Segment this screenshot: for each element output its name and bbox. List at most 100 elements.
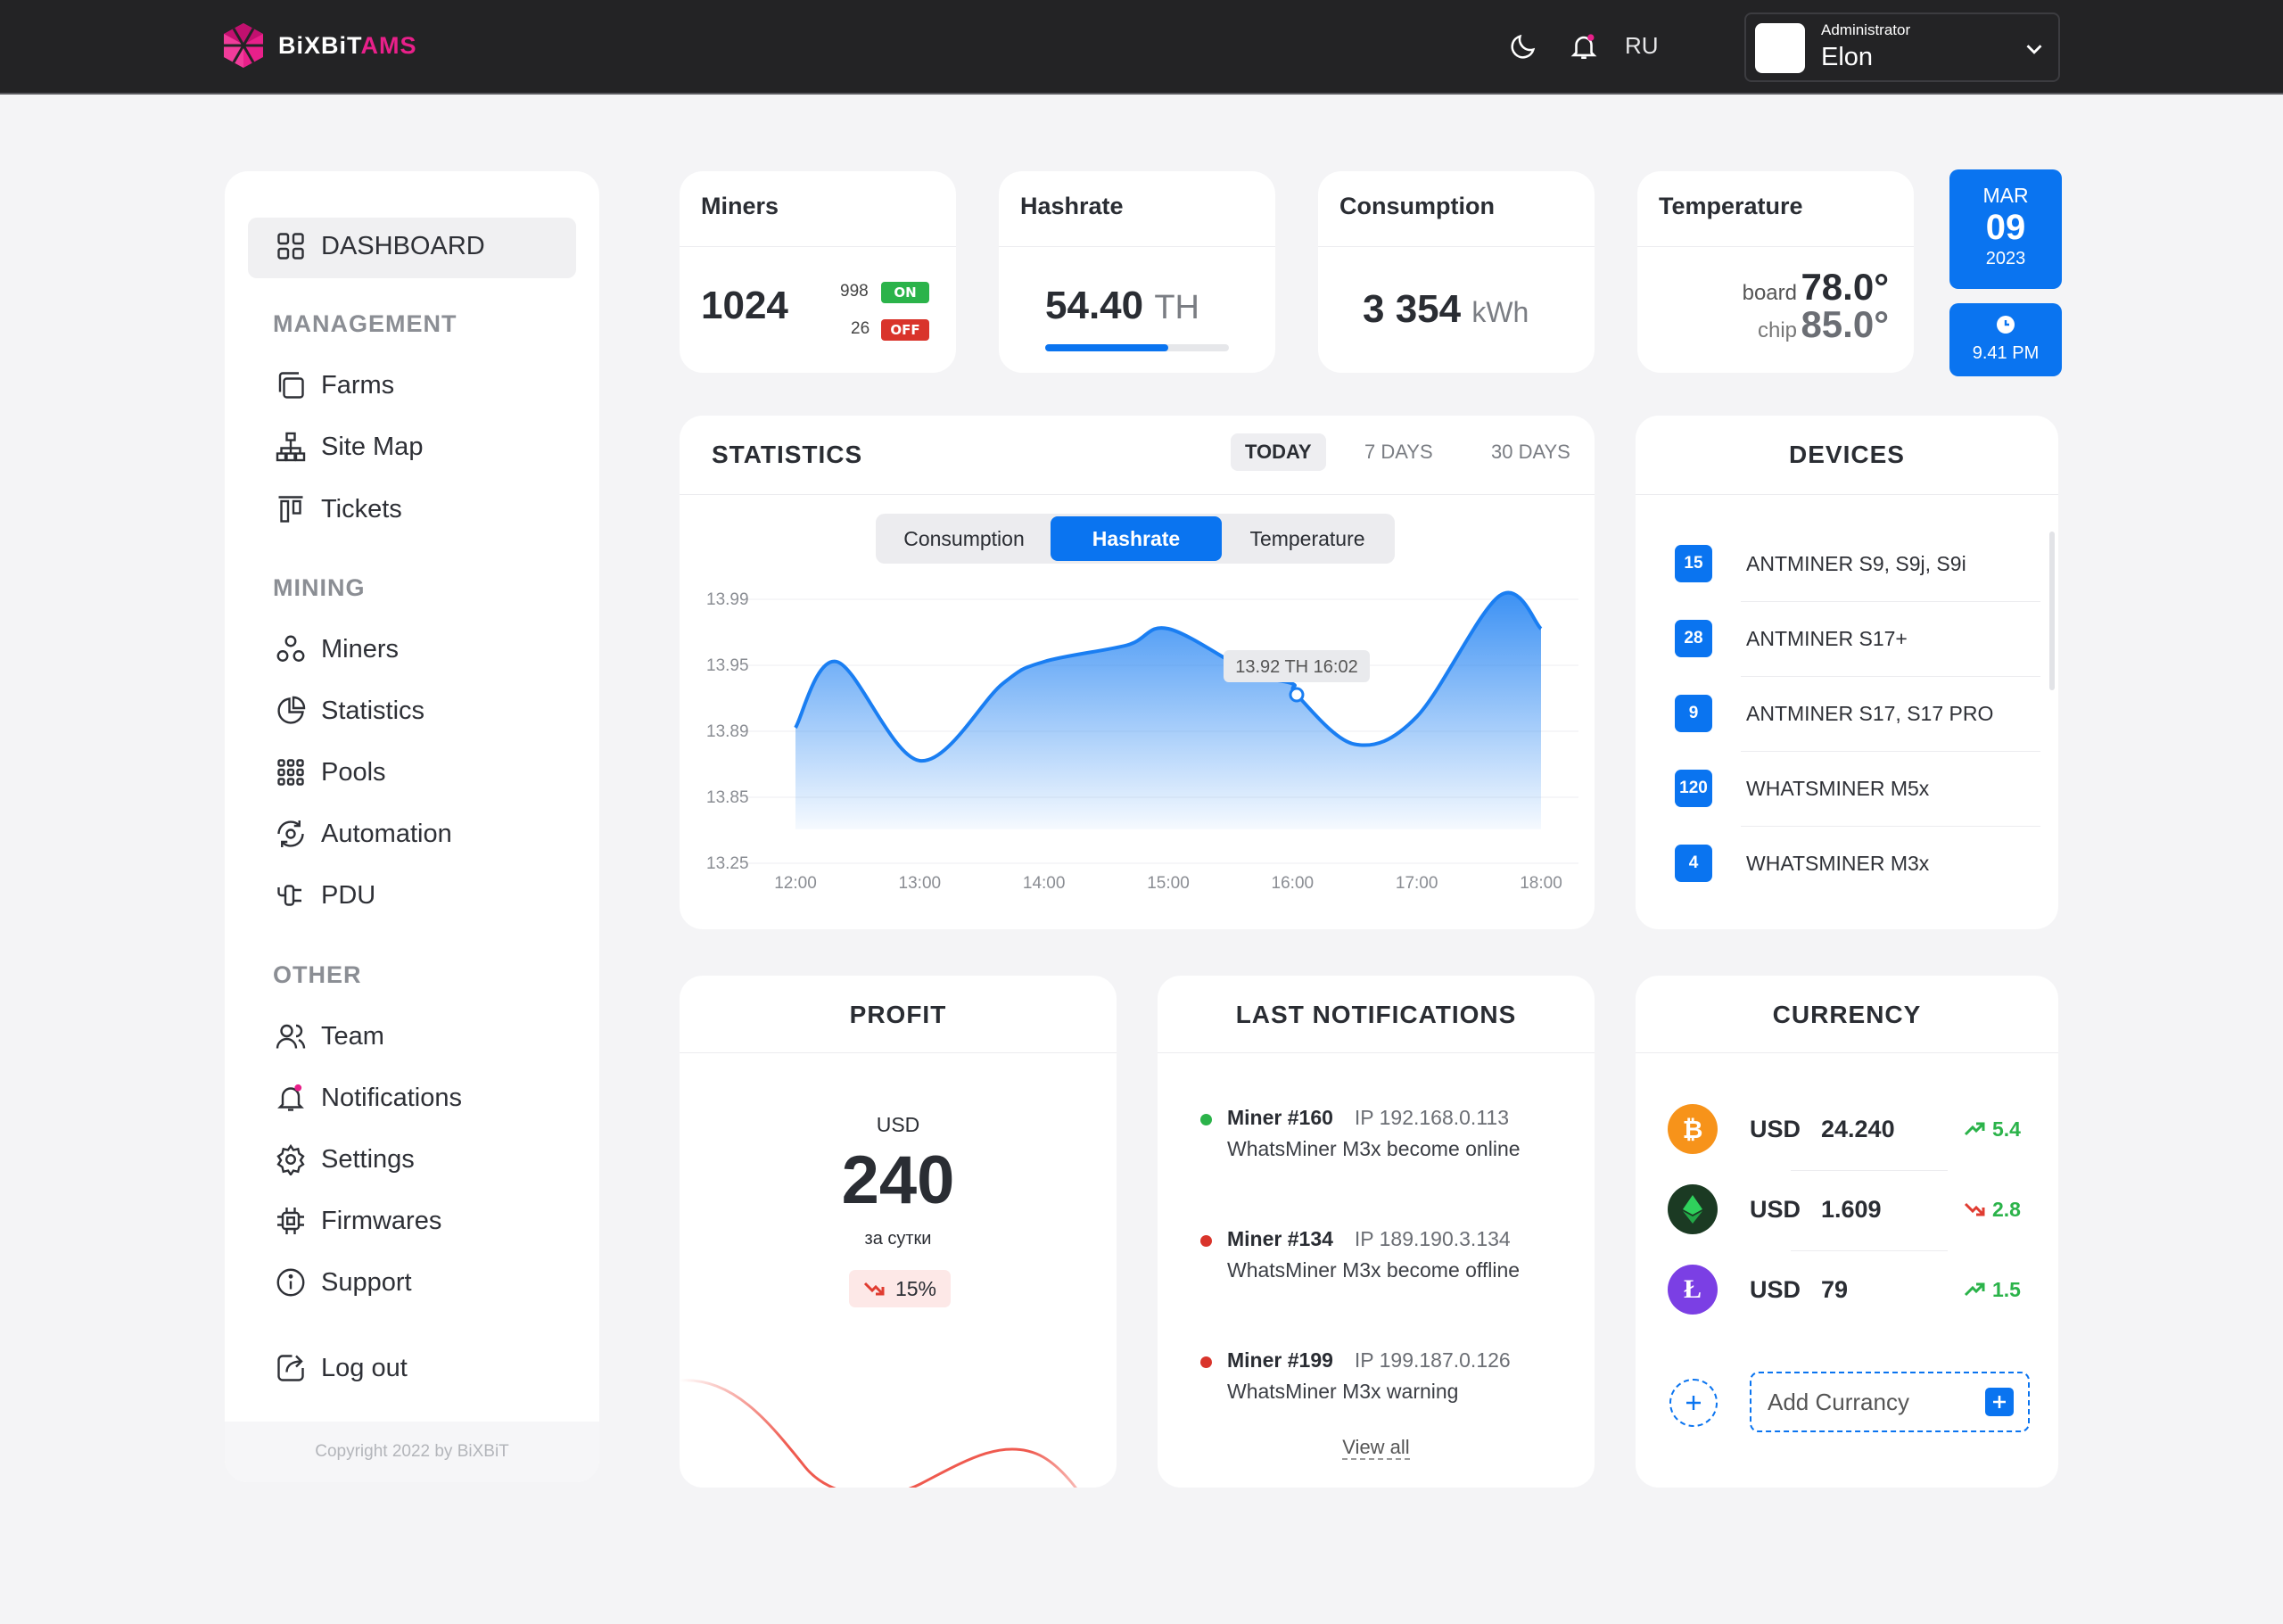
notification-item[interactable]: Miner #199 IP 199.187.0.126 WhatsMiner M3…: [1200, 1348, 1511, 1404]
sidebar-item-tickets[interactable]: Tickets: [275, 493, 402, 525]
metric-consumption[interactable]: Consumption: [903, 527, 1025, 550]
currency-change-value: 2.8: [1992, 1197, 2021, 1221]
sidebar-item-notifications[interactable]: Notifications: [275, 1082, 462, 1114]
tooltip-box: [1223, 650, 1370, 682]
chart-point[interactable]: [792, 724, 799, 731]
status-dot: [1200, 1235, 1212, 1247]
hashrate-chart[interactable]: 13.99 13.95 13.89 13.85 13.25 12:00 13:00 14:00…: [680, 416, 1595, 929]
currency-row[interactable]: USD 1.609 2.8: [1668, 1183, 2042, 1236]
temperature-card[interactable]: Temperature board 78.0° chip 85.0°: [1637, 171, 1914, 373]
litecoin-icon: Ł: [1668, 1265, 1718, 1315]
divider: [1636, 494, 2058, 495]
sidebar-item-label: Farms: [321, 370, 395, 400]
brand-logo[interactable]: BiXBiTAMS: [219, 21, 417, 70]
notification-item[interactable]: Miner #160 IP 192.168.0.113 WhatsMiner M3…: [1200, 1106, 1521, 1161]
device-name: WHATSMINER M5x: [1746, 776, 1930, 800]
sidebar-item-dashboard-content[interactable]: DASHBOARD: [275, 230, 485, 262]
divider: [1791, 1250, 1948, 1251]
tab-today[interactable]: TODAY: [1231, 433, 1326, 471]
sidebar-item-pdu[interactable]: PDU: [275, 879, 375, 911]
notification-message: WhatsMiner M3x become offline: [1227, 1258, 1521, 1282]
sidebar-item-dashboard[interactable]: [248, 218, 576, 278]
bell-icon: [1570, 34, 1597, 60]
currency-row[interactable]: ₿ USD 24.240 5.4: [1668, 1102, 2042, 1156]
list-item[interactable]: 120 WHATSMINER M5x: [1675, 751, 2040, 826]
chart-point[interactable]: [1496, 592, 1504, 599]
notification-message: WhatsMiner M3x warning: [1227, 1380, 1459, 1403]
profit-change-badge: 15%: [849, 1270, 951, 1307]
device-name: ANTMINER S17+: [1746, 626, 1908, 650]
top-bar: BiXBiTAMS RU Administrator Elon: [0, 0, 2283, 95]
sidebar-item-miners[interactable]: Miners: [275, 633, 399, 665]
miners-card[interactable]: Miners 1024 998 ON 26 OFF: [680, 171, 956, 373]
list-item[interactable]: 4 WHATSMINER M3x: [1675, 826, 2040, 901]
y-tick-label: 13.89: [706, 722, 749, 741]
currency-value: 24.240: [1821, 1115, 1895, 1142]
sidebar-item-label: Miners: [321, 634, 400, 664]
sidebar-item-pools[interactable]: Pools: [275, 756, 386, 788]
user-menu[interactable]: Administrator Elon: [1744, 12, 2060, 82]
sidebar-item-farms[interactable]: Farms: [275, 369, 394, 401]
metric-hashrate[interactable]: Hashrate: [1051, 516, 1222, 561]
list-item[interactable]: 15 ANTMINER S9, S9j, S9i: [1675, 526, 2040, 601]
consumption-card[interactable]: Consumption 3 354 kWh: [1318, 171, 1595, 373]
device-name: WHATSMINER M3x: [1746, 851, 1930, 875]
currency-row[interactable]: Ł USD 79 1.5: [1668, 1263, 2042, 1316]
chart-point[interactable]: [1537, 625, 1545, 632]
chart-point[interactable]: [1413, 713, 1421, 721]
sidebar-item-logout[interactable]: Log out: [275, 1352, 408, 1384]
metric-switch: Consumption Hashrate Temperature: [876, 514, 1395, 564]
sidebar-item-label: Pools: [321, 757, 386, 787]
sidebar-item-automation[interactable]: Automation: [275, 818, 452, 850]
chart-point[interactable]: [916, 757, 923, 764]
y-tick-label: 13.25: [706, 854, 749, 873]
view-all-link[interactable]: View all: [1342, 1436, 1410, 1460]
notification-item[interactable]: Miner #134 IP 189.190.3.134 WhatsMiner M3…: [1200, 1227, 1521, 1282]
sidebar-item-support[interactable]: Support: [275, 1266, 412, 1298]
metric-temperature[interactable]: Temperature: [1249, 527, 1365, 550]
sidebar-item-team[interactable]: Team: [275, 1020, 384, 1052]
sidebar-item-firmwares[interactable]: Firmwares: [275, 1205, 441, 1237]
chart-point[interactable]: [1165, 625, 1172, 632]
add-currency-round-button[interactable]: [1669, 1379, 1718, 1427]
chart-point[interactable]: [999, 680, 1006, 688]
sidebar: DASHBOARD MANAGEMENT Farms Site Map Tick…: [225, 171, 599, 1482]
tab-30-days[interactable]: 30 DAYS: [1491, 441, 1570, 463]
currency-change-value: 1.5: [1992, 1277, 2021, 1301]
hashrate-number: 54.40: [1045, 284, 1144, 327]
notifications-button[interactable]: [1566, 29, 1602, 64]
sidebar-item-label: Tickets: [321, 494, 402, 523]
chart-point[interactable]: [1041, 658, 1048, 665]
avatar: [1755, 23, 1805, 73]
add-currency-button[interactable]: Add Currancy: [1750, 1372, 2030, 1432]
sidebar-item-site-map[interactable]: Site Map: [275, 431, 423, 463]
sidebar-item-settings[interactable]: Settings: [275, 1143, 415, 1175]
divider: [1741, 676, 2040, 677]
scrollbar[interactable]: [2049, 532, 2055, 690]
divider: [1158, 1052, 1595, 1053]
hashrate-card[interactable]: Hashrate 54.40 TH: [999, 171, 1275, 373]
time-widget: 9.41 PM: [1949, 303, 2062, 376]
chart-point[interactable]: [1124, 642, 1131, 649]
card-title: Miners: [701, 193, 779, 219]
language-switch[interactable]: RU: [1625, 32, 1659, 59]
chart-point[interactable]: [1351, 741, 1358, 748]
divider: [1791, 1170, 1948, 1171]
sidebar-item-statistics[interactable]: Statistics: [275, 695, 424, 727]
list-item[interactable]: 9 ANTMINER S17, S17 PRO: [1675, 676, 2040, 751]
x-tick-label: 13:00: [899, 874, 942, 893]
chart-point[interactable]: [833, 658, 840, 665]
notification-miner: Miner #160: [1227, 1106, 1333, 1129]
card-title: Hashrate: [1020, 193, 1124, 219]
team-icon: [276, 1024, 306, 1049]
profit-period: за сутки: [864, 1229, 932, 1249]
list-item[interactable]: 28 ANTMINER S17+: [1675, 601, 2040, 676]
time-value: 9.41 PM: [1972, 343, 2040, 363]
tab-7-days[interactable]: 7 DAYS: [1364, 441, 1433, 463]
device-name: ANTMINER S17, S17 PRO: [1746, 701, 1994, 725]
farms-icon: [278, 372, 304, 399]
theme-toggle-button[interactable]: [1505, 29, 1541, 64]
hashrate-progress: [1045, 344, 1229, 351]
divider: [1741, 601, 2040, 602]
divider: [1637, 246, 1914, 247]
